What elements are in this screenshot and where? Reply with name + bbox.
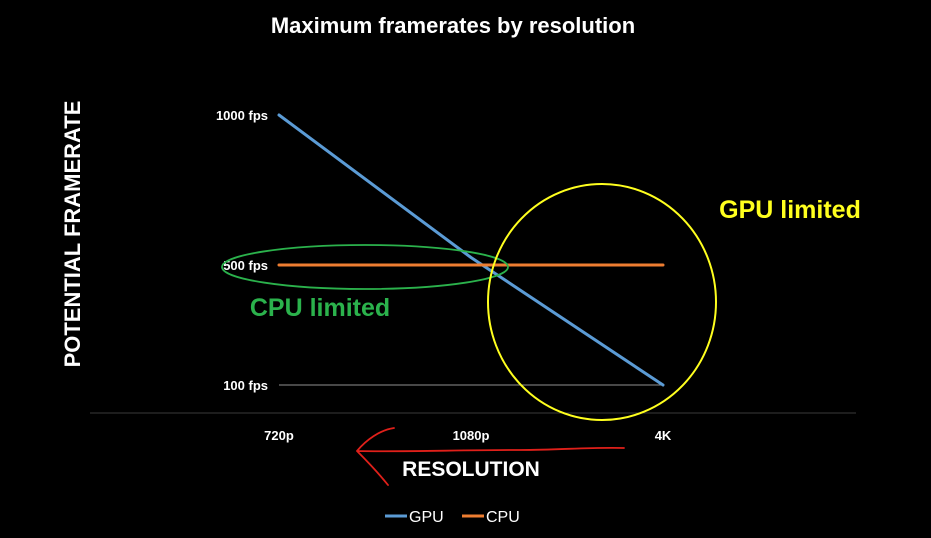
- legend: GPU CPU: [385, 509, 520, 526]
- cpu-limited-ellipse: [221, 244, 509, 290]
- x-tick-label: 4K: [655, 428, 672, 443]
- y-axis-label: POTENTIAL FRAMERATE: [60, 101, 85, 368]
- cpu-limited-annotation: CPU limited: [250, 294, 390, 322]
- x-tick-label: 1080p: [453, 428, 490, 443]
- gpu-limited-annotation: GPU limited: [719, 196, 861, 224]
- gpu-limited-ellipse: [487, 183, 717, 421]
- x-tick-label: 720p: [264, 428, 294, 443]
- y-tick-label: 100 fps: [223, 378, 268, 393]
- y-tick-label: 500 fps: [223, 258, 268, 273]
- red-arrow-annotation: [356, 427, 625, 486]
- x-axis-label: RESOLUTION: [402, 458, 540, 481]
- legend-label-gpu: GPU: [409, 509, 444, 526]
- y-tick-label: 1000 fps: [216, 108, 268, 123]
- series-line-gpu: [277, 113, 665, 387]
- chart-title: Maximum framerates by resolution: [271, 13, 635, 38]
- legend-label-cpu: CPU: [486, 509, 520, 526]
